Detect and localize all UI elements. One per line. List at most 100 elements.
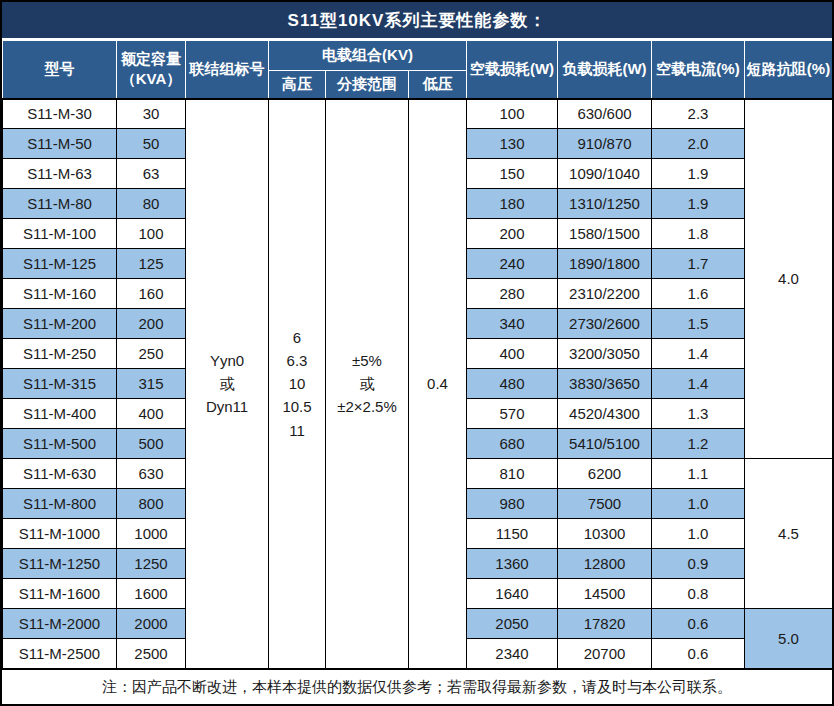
- table-body: S11-M-3030Yyn0 或 Dyn116 6.3 10 10.5 11±5…: [3, 99, 833, 669]
- cell-capacity: 630: [117, 459, 186, 489]
- cell-load-loss: 7500: [558, 489, 652, 519]
- cell-capacity: 100: [117, 219, 186, 249]
- cell-model: S11-M-400: [3, 399, 117, 429]
- cell-no-load-current: 2.3: [652, 99, 745, 129]
- cell-no-load-current: 1.2: [652, 429, 745, 459]
- col-header-no-load-loss: 空载损耗(W): [467, 41, 558, 99]
- cell-load-loss: 10300: [558, 519, 652, 549]
- cell-load-loss: 1310/1250: [558, 189, 652, 219]
- cell-no-load-current: 1.0: [652, 489, 745, 519]
- cell-load-loss: 1090/1040: [558, 159, 652, 189]
- col-header-low-voltage: 低压: [409, 71, 467, 99]
- table-title: S11型10KV系列主要性能参数：: [2, 2, 832, 40]
- cell-capacity: 250: [117, 339, 186, 369]
- cell-impedance: 4.0: [745, 99, 833, 459]
- cell-model: S11-M-500: [3, 429, 117, 459]
- cell-capacity: 125: [117, 249, 186, 279]
- cell-no-load-loss: 200: [467, 219, 558, 249]
- cell-capacity: 80: [117, 189, 186, 219]
- cell-model: S11-M-1600: [3, 579, 117, 609]
- cell-no-load-current: 1.7: [652, 249, 745, 279]
- cell-model: S11-M-200: [3, 309, 117, 339]
- cell-load-loss: 3200/3050: [558, 339, 652, 369]
- cell-capacity: 800: [117, 489, 186, 519]
- cell-load-loss: 2730/2600: [558, 309, 652, 339]
- cell-no-load-loss: 1360: [467, 549, 558, 579]
- cell-load-loss: 6200: [558, 459, 652, 489]
- cell-capacity: 1250: [117, 549, 186, 579]
- cell-capacity: 200: [117, 309, 186, 339]
- cell-capacity: 30: [117, 99, 186, 129]
- cell-capacity: 50: [117, 129, 186, 159]
- col-header-voltage-group: 电载组合(KV): [269, 41, 467, 71]
- cell-load-loss: 1890/1800: [558, 249, 652, 279]
- cell-model: S11-M-50: [3, 129, 117, 159]
- cell-load-loss: 1580/1500: [558, 219, 652, 249]
- cell-model: S11-M-100: [3, 219, 117, 249]
- cell-no-load-loss: 180: [467, 189, 558, 219]
- cell-no-load-loss: 680: [467, 429, 558, 459]
- cell-model: S11-M-160: [3, 279, 117, 309]
- cell-model: S11-M-315: [3, 369, 117, 399]
- footer-note: 注：因产品不断改进，本样本提供的数据仅供参考；若需取得最新参数，请及时与本公司联…: [2, 669, 832, 704]
- col-header-connection: 联结组标号: [186, 41, 269, 99]
- cell-no-load-current: 0.6: [652, 609, 745, 639]
- cell-load-loss: 910/870: [558, 129, 652, 159]
- cell-model: S11-M-80: [3, 189, 117, 219]
- cell-model: S11-M-800: [3, 489, 117, 519]
- cell-model: S11-M-1250: [3, 549, 117, 579]
- cell-no-load-current: 1.4: [652, 339, 745, 369]
- cell-no-load-loss: 480: [467, 369, 558, 399]
- cell-load-loss: 12800: [558, 549, 652, 579]
- cell-no-load-current: 1.9: [652, 159, 745, 189]
- cell-no-load-current: 1.4: [652, 369, 745, 399]
- cell-capacity: 500: [117, 429, 186, 459]
- cell-no-load-loss: 150: [467, 159, 558, 189]
- cell-no-load-current: 1.3: [652, 399, 745, 429]
- cell-no-load-loss: 2050: [467, 609, 558, 639]
- cell-no-load-loss: 400: [467, 339, 558, 369]
- cell-no-load-loss: 130: [467, 129, 558, 159]
- cell-no-load-current: 1.8: [652, 219, 745, 249]
- col-header-load-loss: 负载损耗(W): [558, 41, 652, 99]
- cell-no-load-current: 2.0: [652, 129, 745, 159]
- cell-no-load-loss: 280: [467, 279, 558, 309]
- cell-capacity: 315: [117, 369, 186, 399]
- cell-model: S11-M-630: [3, 459, 117, 489]
- cell-no-load-current: 1.5: [652, 309, 745, 339]
- cell-capacity: 160: [117, 279, 186, 309]
- cell-impedance: 4.5: [745, 459, 833, 609]
- cell-load-loss: 14500: [558, 579, 652, 609]
- cell-load-loss: 4520/4300: [558, 399, 652, 429]
- cell-model: S11-M-250: [3, 339, 117, 369]
- cell-capacity: 2500: [117, 639, 186, 669]
- cell-no-load-loss: 100: [467, 99, 558, 129]
- cell-no-load-current: 1.1: [652, 459, 745, 489]
- table-row: S11-M-3030Yyn0 或 Dyn116 6.3 10 10.5 11±5…: [3, 99, 833, 129]
- cell-capacity: 1600: [117, 579, 186, 609]
- cell-no-load-current: 1.9: [652, 189, 745, 219]
- col-header-impedance: 短路抗阻(%): [745, 41, 833, 99]
- cell-impedance: 5.0: [745, 609, 833, 669]
- cell-model: S11-M-125: [3, 249, 117, 279]
- cell-model: S11-M-2500: [3, 639, 117, 669]
- cell-no-load-loss: 810: [467, 459, 558, 489]
- spec-sheet: S11型10KV系列主要性能参数： 型号 额定容量 （KVA） 联结组标号 电载…: [0, 0, 834, 706]
- cell-model: S11-M-30: [3, 99, 117, 129]
- cell-no-load-loss: 240: [467, 249, 558, 279]
- cell-model: S11-M-1000: [3, 519, 117, 549]
- cell-no-load-loss: 570: [467, 399, 558, 429]
- cell-load-loss: 5410/5100: [558, 429, 652, 459]
- cell-model: S11-M-2000: [3, 609, 117, 639]
- cell-no-load-current: 0.8: [652, 579, 745, 609]
- spec-table: 型号 额定容量 （KVA） 联结组标号 电载组合(KV) 空载损耗(W) 负载损…: [2, 40, 833, 669]
- cell-capacity: 1000: [117, 519, 186, 549]
- cell-model: S11-M-63: [3, 159, 117, 189]
- col-header-no-load-current: 空载电流(%): [652, 41, 745, 99]
- cell-no-load-current: 0.6: [652, 639, 745, 669]
- cell-low-voltage: 0.4: [409, 99, 467, 669]
- cell-no-load-loss: 980: [467, 489, 558, 519]
- cell-capacity: 2000: [117, 609, 186, 639]
- cell-load-loss: 3830/3650: [558, 369, 652, 399]
- cell-capacity: 63: [117, 159, 186, 189]
